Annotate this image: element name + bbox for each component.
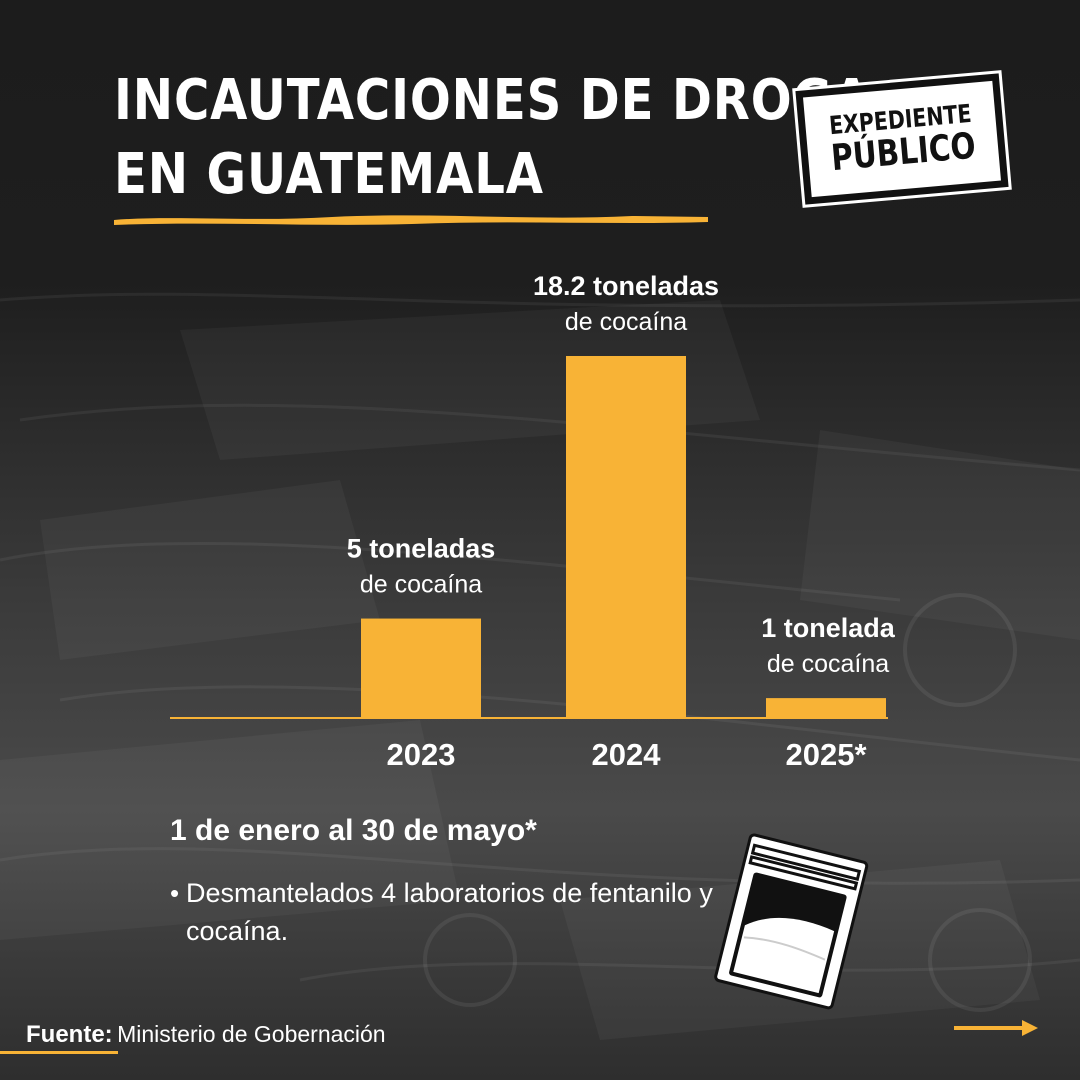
bar-2025 [766,698,886,718]
note-item-text: Desmantelados 4 laboratorios de fentanil… [186,878,713,946]
bar-2024 [566,356,686,718]
title-underline [114,215,708,225]
source-label: Fuente: [26,1021,113,1048]
note-list-item: • Desmantelados 4 laboratorios de fentan… [170,874,730,950]
title-line-1: INCAUTACIONES DE DROGA [114,68,872,133]
page-title: INCAUTACIONES DE DROGA EN GUATEMALA [114,64,871,212]
data-label-unit: de cocaína [767,650,889,678]
bullet-icon: • [170,878,180,908]
note-title: 1 de enero al 30 de mayo* [170,814,537,847]
bar-2023 [361,618,481,718]
data-label-unit: de cocaína [360,571,482,599]
data-label-unit: de cocaína [565,308,687,336]
data-label-value: 1 tonelada [761,613,896,643]
source-text: Ministerio de Gobernación [117,1021,386,1047]
data-label-value: 5 toneladas [347,534,496,564]
x-tick-label: 2025* [785,737,867,772]
title-line-2: EN GUATEMALA [114,142,544,207]
x-tick-label: 2023 [387,737,456,772]
source-underline [0,1051,118,1054]
source-credit: Fuente: Ministerio de Gobernación [26,1021,386,1049]
data-label-value: 18.2 toneladas [533,271,719,301]
arrow-right-icon[interactable] [950,1016,1040,1040]
x-tick-label: 2024 [592,737,662,772]
plastic-bag-icon [714,833,869,1010]
